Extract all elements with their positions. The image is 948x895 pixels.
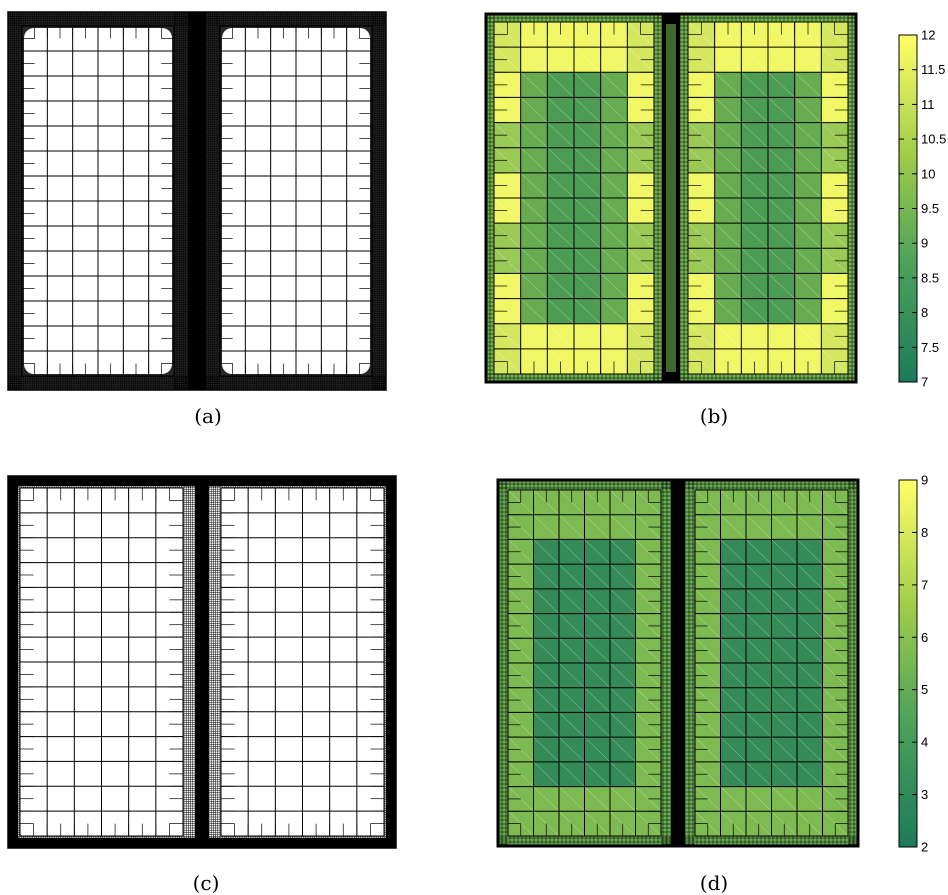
- colorbar-d-tick-label: 3: [921, 787, 928, 802]
- colorbar-d-tick-label: 4: [921, 735, 928, 750]
- colorbar-d-tick-label: 8: [921, 525, 928, 540]
- caption-b: (b): [700, 404, 728, 428]
- colorbar-b-tick-label: 9: [921, 236, 928, 251]
- colorbar-d: 9 8 7 6 5 4 3 2: [898, 473, 928, 855]
- colorbar-b-tick-label: 11.5: [921, 62, 945, 77]
- colorbar-b: 12 11.5 11 10.5 10 9.5 9 8.5 8 7.5 7: [898, 28, 946, 390]
- panel-d-colored-mesh: [496, 478, 860, 848]
- colorbar-b-tick-label: 8: [921, 305, 928, 320]
- panel-c-mesh: [7, 475, 397, 849]
- colorbar-b-tick-label: 8.5: [921, 270, 939, 285]
- colorbar-d-tick-label: 6: [921, 630, 928, 645]
- colorbar-b-tick-label: 7: [921, 375, 928, 390]
- caption-c: (c): [193, 871, 220, 895]
- caption-d: (d): [700, 871, 728, 895]
- colorbar-b-tick-label: 12: [921, 28, 935, 43]
- colorbar-b-tick-label: 7.5: [921, 340, 939, 355]
- panel-a-mesh: [7, 11, 387, 391]
- colorbar-d-tick-label: 5: [921, 682, 928, 697]
- colorbar-d-gradient: [898, 479, 918, 848]
- colorbar-d-tick-label: 2: [921, 840, 928, 855]
- colorbar-d-tick-label: 7: [921, 577, 928, 592]
- colorbar-b-tick-label: 9.5: [921, 201, 939, 216]
- colorbar-b-tick-label: 10: [921, 166, 935, 181]
- caption-a: (a): [194, 404, 222, 428]
- colorbar-b-tick-label: 10.5: [921, 132, 946, 147]
- colorbar-d-tick-label: 9: [921, 473, 928, 488]
- colorbar-b-tick-label: 11: [921, 97, 935, 112]
- panel-b-colored-mesh: [484, 12, 858, 384]
